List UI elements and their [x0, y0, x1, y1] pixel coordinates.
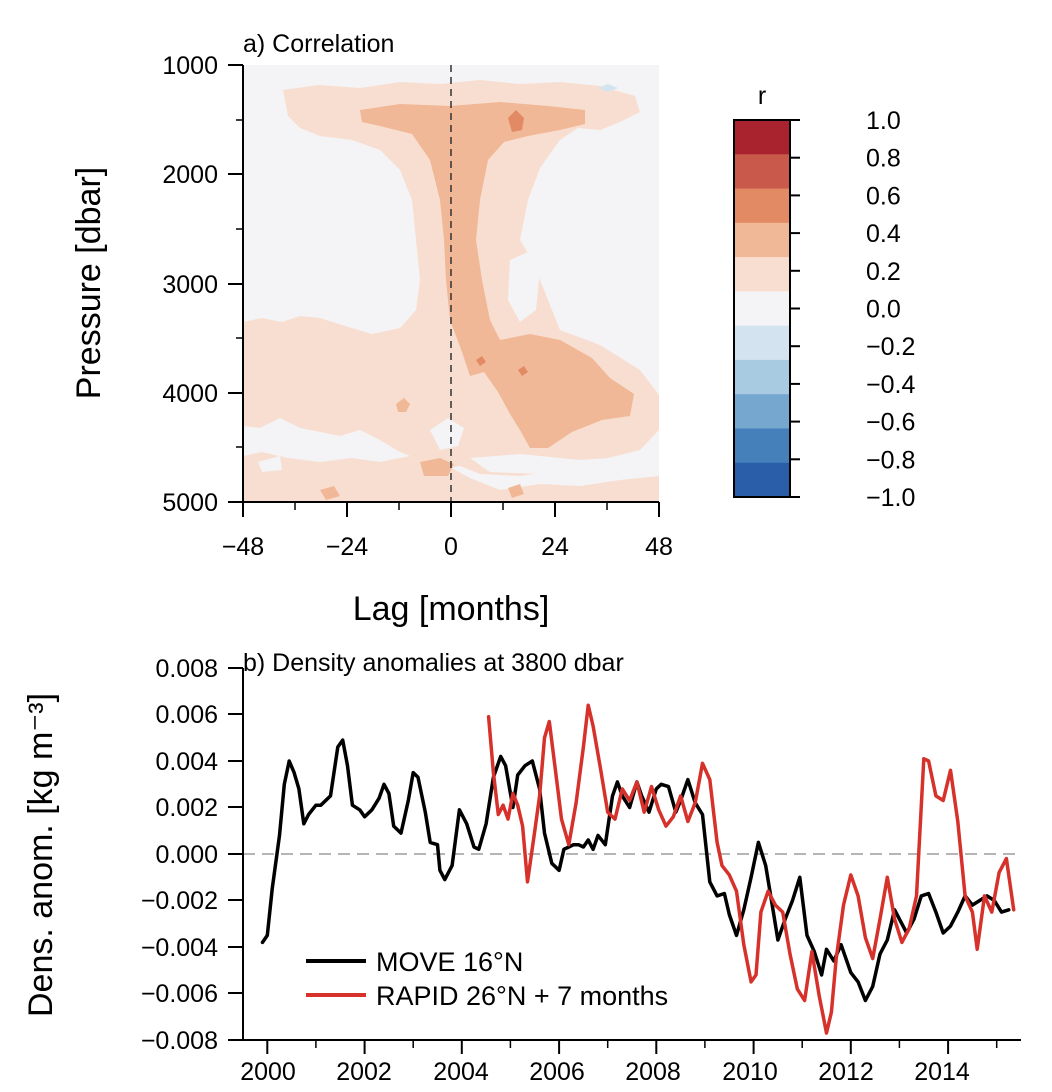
legend-label-rapid: RAPID 26°N + 7 months [376, 981, 668, 1011]
colorbar-label: r [758, 82, 766, 110]
contour-peak-3 [476, 356, 486, 366]
line-chart-y-tick-label: −0.006 [141, 980, 218, 1008]
line-chart-y-ticks [228, 667, 243, 1041]
colorbar-swatch [734, 222, 790, 258]
line-chart-x-ticks [266, 1040, 998, 1054]
heatmap-x-tick-label: 24 [541, 533, 569, 561]
panel-a: a) Correlation [70, 30, 673, 628]
contour-hole-c [470, 454, 659, 476]
colorbar-tick-label: −0.6 [866, 409, 915, 437]
heatmap-x-axis-label: Lag [months] [353, 590, 550, 628]
heatmap-y-tick-label: 1000 [162, 52, 218, 80]
contour-hole-b [430, 418, 464, 450]
contour-spot-1 [396, 398, 410, 412]
heatmap-y-tick-label: 3000 [162, 271, 218, 299]
panel-b-title: b) Density anomalies at 3800 dbar [243, 649, 624, 677]
colorbar-swatch [734, 257, 790, 292]
contour-hole-d [258, 456, 282, 472]
line-chart-x-tick-label: 2004 [433, 1058, 489, 1086]
series-layer [260, 703, 1016, 1035]
heatmap-y-tick-label: 5000 [162, 489, 218, 517]
colorbar-swatch [734, 188, 790, 224]
line-chart-y-axis-label: Dens. anom. [kg m⁻³] [22, 693, 60, 1017]
colorbar: r 1.0 0.8 0.6 0.4 0.2 0.0 −0.2 −0.4 −0.6 −0.8 −1.0 [733, 82, 915, 512]
line-chart-x-tick-label: 2006 [529, 1058, 585, 1086]
series-line-rapid [486, 703, 1016, 1035]
line-chart-x-tick-label: 2002 [336, 1058, 392, 1086]
line-chart-y-tick-label: −0.002 [141, 887, 218, 915]
contour-level-0.0 [258, 252, 659, 476]
colorbar-swatch [734, 359, 790, 395]
legend-entry-rapid: RAPID 26°N + 7 months [306, 981, 668, 1011]
colorbar-ticks: 1.0 0.8 0.6 0.4 0.2 0.0 −0.2 −0.4 −0.6 −0.8 −1.0 [790, 107, 915, 512]
colorbar-swatch [734, 462, 790, 498]
contour-spot-4 [508, 484, 524, 498]
colorbar-tick-label: 0.2 [866, 258, 901, 286]
colorbar-tick-label: 0.8 [866, 145, 901, 173]
heatmap-x-ticks [242, 502, 660, 517]
colorbar-tick-label: −0.4 [866, 371, 915, 399]
line-chart-x-tick-label: 2008 [625, 1058, 681, 1086]
contour-core [360, 102, 634, 448]
line-chart-x-tick-label: 2012 [818, 1058, 874, 1086]
colorbar-tick-label: 0.4 [866, 220, 901, 248]
line-chart-x-tick-label: 2014 [914, 1058, 970, 1086]
heatmap-y-axis-label: Pressure [dbar] [70, 167, 108, 399]
heatmap-x-tick-label: −48 [222, 533, 264, 561]
heatmap-y-tick-labels: 1000 2000 3000 4000 5000 [162, 52, 218, 517]
line-chart-y-tick-label: 0.006 [155, 701, 218, 729]
line-chart-y-tick-label: 0.002 [155, 794, 218, 822]
colorbar-swatch [734, 154, 790, 190]
line-chart-y-tick-label: 0.004 [155, 748, 218, 776]
heatmap-x-tick-label: 48 [645, 533, 673, 561]
contour-hole-a [508, 252, 540, 322]
heatmap-x-tick-label: −24 [326, 533, 369, 561]
line-chart-x-tick-labels: 2000 2002 2004 2006 2008 2010 2012 2014 [240, 1058, 970, 1086]
contour-negative-patch [598, 84, 618, 92]
heatmap-x-tick-labels: −48 −24 0 24 48 [222, 533, 673, 561]
colorbar-tick-label: 0.6 [866, 182, 901, 210]
contour-spot-2 [420, 458, 454, 476]
line-chart-x-tick-label: 2010 [722, 1058, 778, 1086]
colorbar-tick-label: −0.8 [866, 446, 915, 474]
heatmap-y-tick-label: 4000 [162, 380, 218, 408]
heatmap-x-tick-label: 0 [444, 533, 458, 561]
series-line-move [260, 738, 1011, 1003]
panel-b: b) Density anomalies at 3800 dbar 0.008 … [22, 649, 1021, 1086]
panel-a-title: a) Correlation [243, 30, 394, 58]
colorbar-tick-label: −1.0 [866, 484, 915, 512]
colorbar-tick-label: 0.0 [866, 296, 901, 324]
colorbar-swatch [734, 120, 790, 155]
colorbar-swatches [734, 120, 790, 498]
line-chart-y-tick-label: 0.008 [155, 655, 218, 683]
heatmap-y-ticks [228, 64, 243, 503]
line-chart-y-tick-label: 0.000 [155, 841, 218, 869]
line-chart-y-tick-label: −0.008 [141, 1027, 218, 1055]
line-chart-y-tick-label: −0.004 [141, 934, 218, 962]
line-chart-x-tick-label: 2000 [240, 1058, 296, 1086]
line-chart-y-tick-labels: 0.008 0.006 0.004 0.002 0.000 −0.002 −0.… [141, 655, 218, 1055]
contour-level-0.4 [320, 102, 634, 500]
legend-entry-move: MOVE 16°N [306, 947, 523, 977]
heatmap-plot-area [243, 65, 659, 502]
heatmap-y-tick-label: 2000 [162, 161, 218, 189]
contour-peak-1 [508, 110, 524, 132]
contour-peak-2 [518, 366, 528, 376]
colorbar-swatch [734, 428, 790, 464]
colorbar-swatch [734, 291, 790, 327]
legend-label-move: MOVE 16°N [376, 947, 523, 977]
contour-level-0.6 [476, 110, 528, 376]
colorbar-swatch [734, 325, 790, 361]
contour-spot-3 [320, 486, 340, 500]
colorbar-swatch [734, 394, 790, 429]
legend: MOVE 16°N RAPID 26°N + 7 months [306, 947, 668, 1011]
colorbar-tick-label: 1.0 [866, 107, 901, 135]
colorbar-tick-label: −0.2 [866, 333, 915, 361]
